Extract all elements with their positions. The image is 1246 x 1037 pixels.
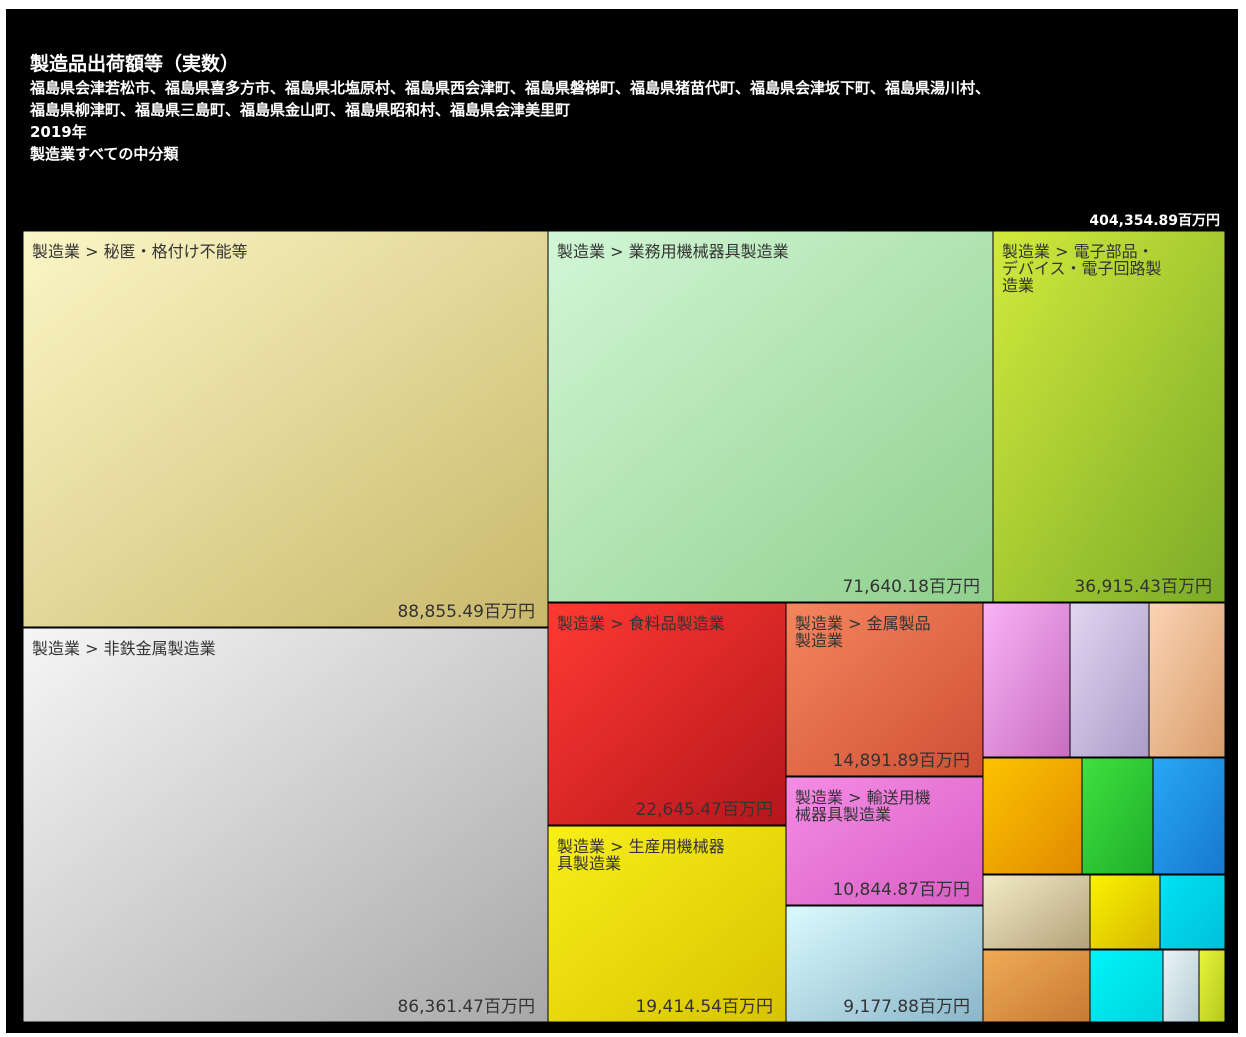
treemap-cell[interactable] [1089,949,1164,1023]
treemap-cell-label: 製造業 > 輸送用機械器具製造業 [795,788,931,824]
scope-label: 製造業すべての中分類 [30,145,179,163]
treemap-cell[interactable] [1198,949,1225,1023]
total-value-label: 404,354.89百万円 [1089,213,1220,229]
treemap-cell-rect[interactable] [982,949,1091,1023]
treemap-cell-value: 22,645.47百万円 [635,800,773,820]
treemap-cell[interactable]: 製造業 > 電子部品・デバイス・電子回路製造業 36,915.43百万円 [992,231,1225,603]
treemap-cell-rect[interactable] [1198,949,1225,1023]
treemap-cell-rect[interactable] [1089,874,1161,950]
treemap-cell-rect[interactable] [547,231,994,603]
treemap-cell[interactable]: 製造業 > 非鉄金属製造業 86,361.47百万円 [23,627,549,1023]
treemap-cell-rect[interactable] [1069,602,1150,758]
chart-header: 製造品出荷額等（実数） 福島県会津若松市、福島県喜多方市、福島県北塩原村、福島県… [30,51,1230,165]
treemap-cell-value: 36,915.43百万円 [1074,577,1212,597]
treemap-cell-rect[interactable] [1162,949,1200,1023]
treemap-cell[interactable] [1152,757,1225,875]
treemap-cell-label: 製造業 > 秘匿・格付け不能等 [32,242,248,261]
treemap-cell-label: 製造業 > 生産用機械器具製造業 [557,837,725,873]
treemap-cell[interactable]: 9,177.88百万円 [785,905,984,1023]
treemap-cell-value: 9,177.88百万円 [843,997,970,1017]
treemap-cell[interactable]: 製造業 > 業務用機械器具製造業 71,640.18百万円 [547,231,994,603]
treemap-cell-rect[interactable] [1152,757,1225,875]
treemap-cell-label: 製造業 > 食料品製造業 [557,614,725,633]
treemap-cell-rect[interactable] [982,874,1091,950]
treemap-cell-rect[interactable] [23,231,549,628]
treemap-cell-label: 製造業 > 非鉄金属製造業 [32,639,216,658]
treemap-cell[interactable] [982,602,1071,758]
treemap-cell[interactable] [982,757,1083,875]
treemap-cell-rect[interactable] [1081,757,1154,875]
treemap-cell[interactable]: 製造業 > 生産用機械器具製造業 19,414.54百万円 [547,825,787,1023]
treemap-cell-rect[interactable] [785,602,984,777]
treemap-cell[interactable]: 製造業 > 秘匿・格付け不能等 88,855.49百万円 [23,231,549,628]
treemap-cell-rect[interactable] [992,231,1225,603]
treemap-cell-rect[interactable] [1159,874,1225,950]
treemap-cell-label: 製造業 > 金属製品製造業 [795,614,931,650]
treemap-cell[interactable]: 製造業 > 金属製品製造業 14,891.89百万円 [785,602,984,777]
treemap-cell-value: 14,891.89百万円 [832,751,970,771]
treemap-cell-value: 86,361.47百万円 [397,997,535,1017]
treemap-cell[interactable] [982,949,1091,1023]
treemap-cell[interactable] [982,874,1091,950]
treemap-cell-value: 19,414.54百万円 [635,997,773,1017]
treemap-cell[interactable] [1069,602,1150,758]
treemap-cell-rect[interactable] [23,627,549,1023]
treemap-cell[interactable] [1159,874,1225,950]
treemap-cell-rect[interactable] [547,602,787,826]
chart-title: 製造品出荷額等（実数） [30,53,240,75]
treemap-cell[interactable]: 製造業 > 輸送用機械器具製造業 10,844.87百万円 [785,776,984,906]
treemap-cell-rect[interactable] [785,905,984,1023]
treemap-cell-value: 10,844.87百万円 [832,880,970,900]
treemap-cell[interactable] [1089,874,1161,950]
treemap-cell[interactable] [1148,602,1225,758]
treemap-cell-rect[interactable] [547,825,787,1023]
treemap-cell[interactable] [1081,757,1154,875]
treemap-cell-rect[interactable] [1148,602,1225,758]
treemap-cell[interactable]: 製造業 > 食料品製造業 22,645.47百万円 [547,602,787,826]
region-list-line-2: 福島県柳津町、福島県三島町、福島県金山町、福島県昭和村、福島県会津美里町 [30,101,571,119]
treemap-cell-rect[interactable] [982,602,1071,758]
treemap-cell-label: 製造業 > 電子部品・デバイス・電子回路製造業 [1002,242,1162,295]
treemap-cell-rect[interactable] [982,757,1083,875]
region-list-line-1: 福島県会津若松市、福島県喜多方市、福島県北塩原村、福島県西会津町、福島県磐梯町、… [30,79,991,97]
treemap-cell-label: 製造業 > 業務用機械器具製造業 [557,242,789,261]
treemap-cell-rect[interactable] [785,776,984,906]
treemap-cell-rect[interactable] [1089,949,1164,1023]
treemap-cell-value: 88,855.49百万円 [397,602,535,622]
treemap-cell[interactable] [1162,949,1200,1023]
year-label: 2019年 [30,123,87,141]
treemap-cell-value: 71,640.18百万円 [842,577,980,597]
